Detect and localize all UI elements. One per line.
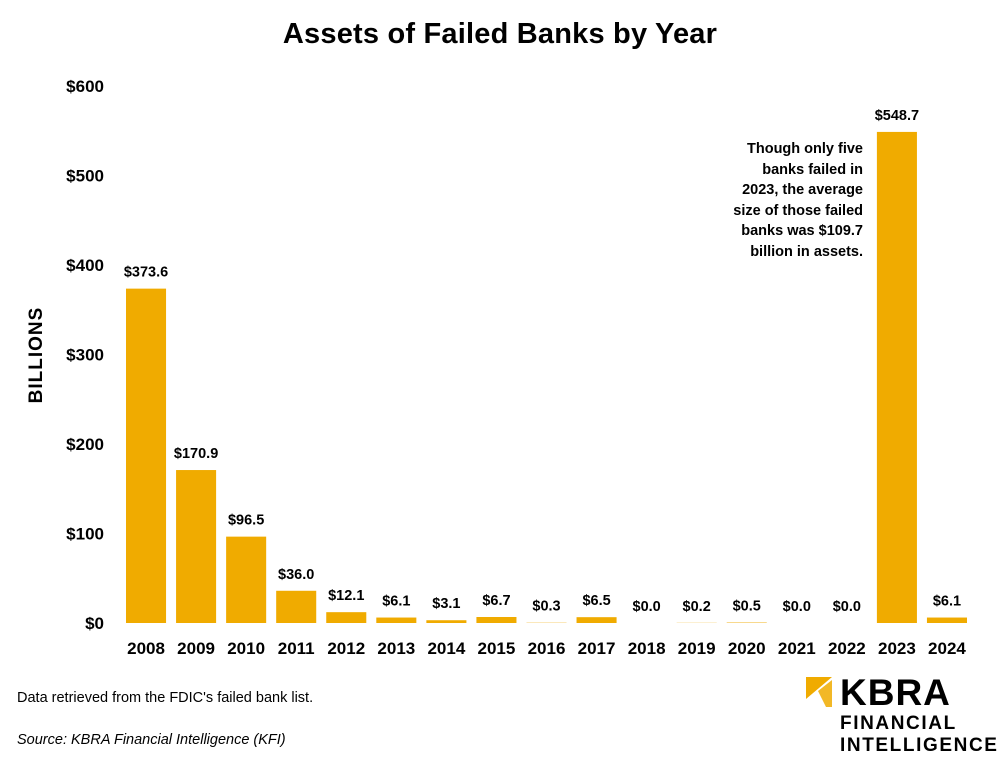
data-label: $6.1	[382, 594, 410, 610]
y-tick-label: $0	[85, 614, 104, 633]
y-tick-label: $400	[66, 256, 104, 275]
data-label: $36.0	[278, 567, 314, 583]
x-tick-label: 2015	[478, 639, 516, 658]
kbra-mark-icon	[806, 677, 832, 707]
x-tick-label: 2017	[578, 639, 616, 658]
x-tick-label: 2024	[928, 639, 966, 658]
y-tick-label: $600	[66, 77, 104, 96]
bar	[876, 131, 917, 623]
brand-name: KBRA	[840, 672, 951, 713]
bar	[476, 617, 517, 623]
x-tick-label: 2012	[327, 639, 365, 658]
x-tick-label: 2021	[778, 639, 816, 658]
x-tick-label: 2013	[377, 639, 415, 658]
bar	[326, 612, 367, 623]
kbra-logo: KBRA FINANCIAL INTELLIGENCE	[806, 672, 999, 760]
bar-chart: $0 $100 $200 $300 $400 $500 $600 $373.6 2008 $170…	[66, 77, 967, 658]
chart-title: Assets of Failed Banks by Year	[282, 18, 718, 50]
kbra-mark-bottom	[818, 680, 832, 707]
y-tick-label: $200	[66, 435, 104, 454]
data-label: $0.3	[532, 599, 560, 615]
y-tick-label: $300	[66, 346, 104, 365]
x-tick-label: 2018	[628, 639, 666, 658]
annotation-line: banks was $109.7	[741, 223, 863, 239]
bar	[426, 620, 467, 623]
data-label: $6.1	[933, 594, 961, 610]
data-label: $170.9	[174, 446, 218, 462]
data-label: $6.5	[582, 593, 610, 609]
annotation-line: billion in assets.	[750, 243, 863, 260]
kbra-mark-top	[806, 677, 832, 699]
bar	[376, 617, 417, 623]
data-label: $0.5	[733, 599, 761, 615]
x-tick-label: 2011	[278, 639, 315, 658]
data-label: $0.0	[833, 599, 861, 615]
data-label: $0.2	[683, 599, 711, 615]
data-note: Data retrieved from the FDIC's failed ba…	[17, 690, 314, 706]
source-note: Source: KBRA Financial Intelligence (KFI…	[17, 732, 286, 748]
x-tick-label: 2016	[528, 639, 566, 658]
bar	[176, 470, 217, 623]
y-tick-label: $500	[66, 167, 104, 186]
annotation-line: banks failed in	[762, 161, 863, 178]
bar	[576, 617, 617, 623]
data-label: $96.5	[228, 513, 264, 529]
x-tick-label: 2022	[828, 639, 866, 658]
x-tick-label: 2010	[227, 639, 265, 658]
annotation-line: 2023, the average	[742, 182, 863, 198]
data-label: $373.6	[124, 265, 168, 281]
brand-line-2: INTELLIGENCE	[840, 735, 999, 756]
annotation-line: size of those failed	[733, 202, 863, 219]
x-tick-label: 2009	[177, 639, 215, 658]
bar	[226, 536, 267, 623]
data-label: $6.7	[482, 593, 510, 609]
annotation-line: Though only five	[747, 141, 863, 157]
x-tick-label: 2019	[678, 639, 716, 658]
bar	[276, 590, 317, 623]
data-label: $0.0	[783, 599, 811, 615]
chart-annotation: Though only five banks failed in 2023, t…	[683, 139, 863, 262]
bar	[126, 288, 167, 623]
y-tick-label: $100	[66, 525, 104, 544]
data-label: $548.7	[875, 108, 919, 124]
data-label: $12.1	[328, 588, 364, 604]
y-axis-label: BILLIONS	[26, 306, 47, 404]
data-label: $3.1	[432, 596, 460, 612]
brand-line-1: FINANCIAL	[840, 713, 957, 734]
data-label: $0.0	[633, 599, 661, 615]
x-tick-label: 2014	[427, 639, 465, 658]
x-tick-label: 2023	[878, 639, 916, 658]
bar	[926, 617, 967, 623]
x-tick-label: 2020	[728, 639, 766, 658]
x-tick-label: 2008	[127, 639, 165, 658]
